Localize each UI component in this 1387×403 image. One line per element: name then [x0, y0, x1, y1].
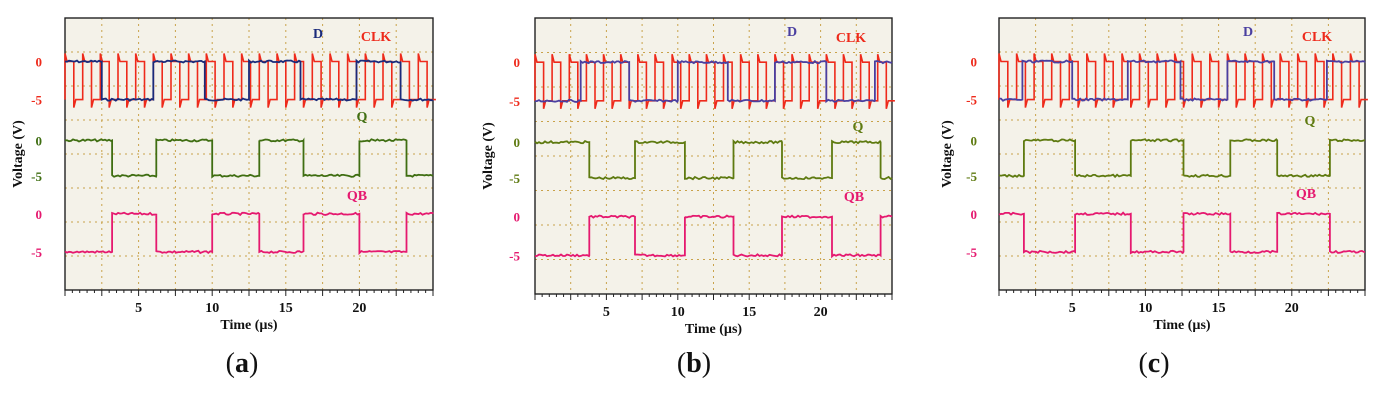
x-tick-label: 10 — [205, 301, 219, 316]
y-axis-label: Voltage (V) — [11, 120, 26, 188]
series-qb-line — [64, 211, 434, 256]
y-axis-label: Voltage (V) — [940, 120, 955, 188]
panel-a: 0 -5 CLK D 0 -5 Q 0 -5 QB 5 10 15 20 Time (µs) Voltage … — [0, 0, 445, 333]
x-axis-label: Time (µs) — [685, 322, 743, 337]
x-tick-label: 15 — [742, 305, 756, 320]
series-q-line — [64, 137, 434, 179]
y-tick-label-clk-high: 0 — [36, 55, 43, 70]
y-tick-label-q-low: -5 — [509, 171, 520, 186]
legend-qb: QB — [347, 189, 367, 204]
x-tick-label: 5 — [135, 301, 142, 316]
legend-q: Q — [853, 120, 864, 135]
legend-qb: QB — [1296, 187, 1316, 202]
y-tick-label-qb-high: 0 — [971, 207, 978, 222]
legend-qb: QB — [844, 190, 864, 205]
y-tick-label-q-high: 0 — [971, 133, 978, 148]
legend-q: Q — [357, 110, 368, 125]
legend-d: D — [787, 25, 797, 40]
series-d-line — [535, 59, 893, 104]
y-tick-label-qb-high: 0 — [514, 210, 521, 225]
y-tick-label-qb-low: -5 — [31, 245, 42, 260]
panel-c: 0 -5 CLK D 0 -5 Q 0 -5 QB 5 10 15 20 Time (µs) Voltage … — [935, 0, 1375, 340]
chart-b: 0 -5 CLK D 0 -5 Q 0 -5 QB 5 10 15 20 Time (µs) Voltage … — [481, 17, 895, 337]
x-tick-label: 10 — [1138, 301, 1152, 316]
legend-q: Q — [1305, 114, 1316, 129]
caption-c: (c) — [1138, 348, 1170, 379]
x-tick-label: 5 — [1069, 301, 1076, 316]
x-tick-label: 15 — [1212, 301, 1226, 316]
series-d-line — [999, 59, 1366, 102]
y-tick-label-q-low: -5 — [31, 169, 42, 184]
y-tick-label-clk-low: -5 — [31, 93, 42, 108]
x-tick-label: 20 — [814, 305, 828, 320]
x-tick-label: 20 — [352, 301, 366, 316]
x-tick-label: 15 — [279, 301, 293, 316]
y-tick-label-q-low: -5 — [966, 169, 977, 184]
y-tick-label-qb-high: 0 — [36, 207, 43, 222]
y-axis-label: Voltage (V) — [481, 122, 496, 190]
y-tick-label-clk-low: -5 — [966, 93, 977, 108]
x-tick-label: 20 — [1285, 301, 1299, 316]
legend-d: D — [313, 27, 323, 42]
legend-clk: CLK — [1302, 30, 1332, 45]
chart-a: 0 -5 CLK D 0 -5 Q 0 -5 QB 5 10 15 20 Time (µs) Voltage … — [11, 17, 436, 333]
caption-a: (a) — [225, 348, 259, 379]
legend-d: D — [1243, 25, 1253, 40]
x-tick-label: 10 — [671, 305, 685, 320]
series-q-line — [998, 138, 1365, 179]
y-tick-label-qb-low: -5 — [966, 245, 977, 260]
y-tick-label-q-high: 0 — [514, 135, 521, 150]
series-d-line — [64, 58, 434, 102]
y-tick-label-clk-high: 0 — [514, 55, 521, 70]
y-tick-label-qb-low: -5 — [509, 248, 520, 263]
series-q-line — [534, 139, 893, 181]
x-axis-label: Time (µs) — [1153, 318, 1211, 333]
series-qb-line — [998, 211, 1365, 255]
chart-c: 0 -5 CLK D 0 -5 Q 0 -5 QB 5 10 15 20 Time (µs) Voltage … — [940, 17, 1368, 333]
y-tick-label-clk-high: 0 — [971, 55, 978, 70]
legend-clk: CLK — [361, 30, 391, 45]
x-axis-label: Time (µs) — [220, 318, 278, 333]
legend-clk: CLK — [836, 31, 866, 46]
y-tick-label-clk-low: -5 — [509, 94, 520, 109]
y-tick-label-q-high: 0 — [36, 133, 43, 148]
series-qb-line — [534, 214, 893, 259]
caption-b: (b) — [676, 348, 712, 379]
panel-b: 0 -5 CLK D 0 -5 Q 0 -5 QB 5 10 15 20 Time (µs) Voltage … — [470, 0, 900, 345]
x-tick-label: 5 — [603, 305, 610, 320]
